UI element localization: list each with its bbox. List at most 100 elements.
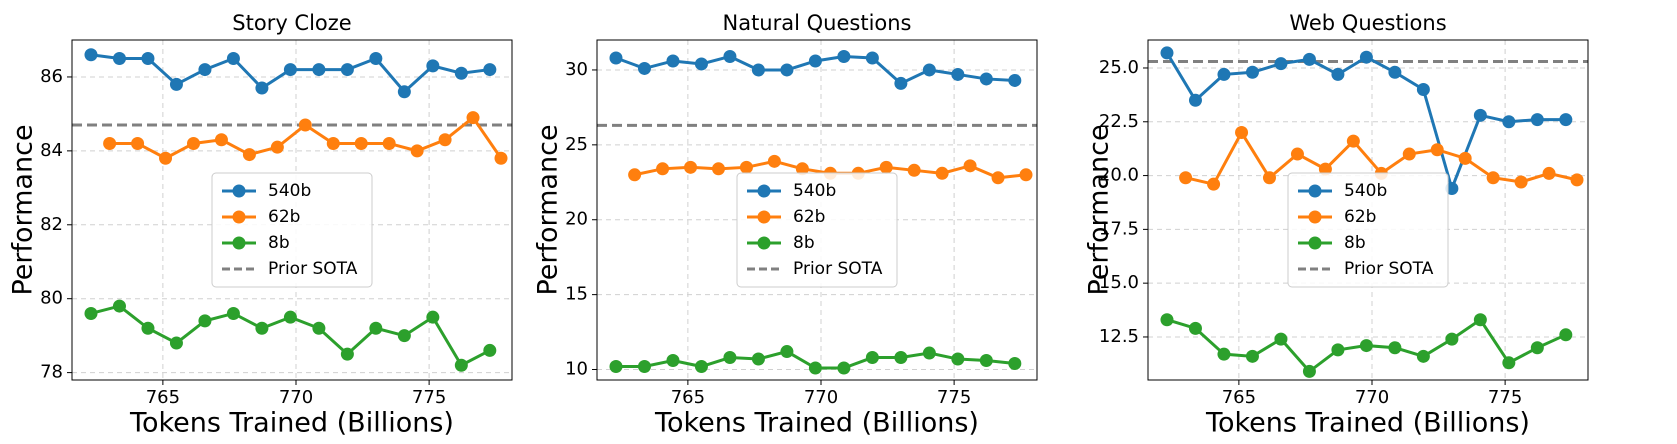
data-point <box>723 351 737 365</box>
data-point <box>1570 173 1584 187</box>
data-point <box>666 54 680 68</box>
data-point <box>226 306 240 320</box>
data-point <box>1207 177 1221 191</box>
data-point <box>907 163 921 177</box>
data-point <box>1445 181 1459 195</box>
data-point <box>410 144 424 158</box>
plot-frame <box>1147 39 1589 381</box>
data-point <box>879 160 893 174</box>
data-point <box>751 63 765 77</box>
y-axis-label: Performance <box>8 124 39 295</box>
data-point <box>894 76 908 90</box>
y-tick-label: 20.0 <box>1099 165 1139 186</box>
data-point <box>1008 357 1022 371</box>
data-point <box>226 51 240 65</box>
x-axis-label: Tokens Trained (Billions) <box>1205 408 1530 439</box>
data-point <box>1217 67 1231 81</box>
data-point <box>694 360 708 374</box>
data-point <box>103 136 117 150</box>
data-point <box>628 168 642 182</box>
y-tick-label: 78 <box>40 362 63 383</box>
data-point <box>494 151 508 165</box>
data-point <box>711 162 725 176</box>
panel: Story Cloze Tokens Trained (Billions) Perf… <box>8 11 513 439</box>
data-point <box>1188 93 1202 107</box>
data-point <box>1445 332 1459 346</box>
data-point <box>723 49 737 63</box>
legend-label: 8b <box>1344 233 1366 253</box>
data-point <box>255 81 269 95</box>
data-point <box>454 358 468 372</box>
data-point <box>1331 67 1345 81</box>
data-point <box>242 148 256 162</box>
legend-box <box>1287 172 1449 288</box>
x-axis-label: Tokens Trained (Billions) <box>654 408 979 439</box>
data-point <box>1331 343 1345 357</box>
data-point <box>340 347 354 361</box>
legend-marker <box>757 184 771 198</box>
data-point <box>426 310 440 324</box>
data-point <box>935 166 949 180</box>
x-tick-label: 765 <box>671 387 705 408</box>
data-point <box>270 140 284 154</box>
y-tick-label: 30 <box>565 59 588 80</box>
data-point <box>637 61 651 75</box>
data-point <box>1302 364 1316 378</box>
y-tick-label: 15.0 <box>1099 272 1139 293</box>
data-point <box>369 51 383 65</box>
legend-marker <box>757 236 771 250</box>
data-point <box>198 314 212 328</box>
plot-frame <box>596 39 1038 381</box>
legend-box <box>211 172 373 288</box>
data-point <box>963 159 977 173</box>
data-point <box>1530 341 1544 355</box>
data-point <box>1514 175 1528 189</box>
legend-label: Prior SOTA <box>268 259 358 279</box>
data-point <box>354 136 368 150</box>
data-point <box>169 336 183 350</box>
data-point <box>426 59 440 73</box>
data-point <box>1274 57 1288 71</box>
data-point <box>340 63 354 77</box>
legend-box <box>736 172 898 288</box>
data-point <box>865 51 879 65</box>
legend-label: 8b <box>793 233 815 253</box>
legend-label: 8b <box>268 233 290 253</box>
data-point <box>808 54 822 68</box>
data-point <box>656 162 670 176</box>
plot-frame <box>71 39 513 381</box>
x-tick-label: 770 <box>279 387 313 408</box>
data-point <box>951 352 965 366</box>
data-point <box>1274 332 1288 346</box>
data-point <box>466 111 480 125</box>
data-point <box>214 133 228 147</box>
data-point <box>1559 328 1573 342</box>
data-point <box>666 354 680 368</box>
data-point <box>780 63 794 77</box>
data-point <box>1502 356 1516 370</box>
chart-title: Story Cloze <box>232 11 351 35</box>
data-point <box>159 151 173 165</box>
data-point <box>837 361 851 375</box>
x-axis-label: Tokens Trained (Billions) <box>129 408 454 439</box>
data-point <box>483 343 497 357</box>
legend-marker <box>1308 236 1322 250</box>
legend-label: Prior SOTA <box>793 259 883 279</box>
data-point <box>979 72 993 86</box>
data-point <box>1416 349 1430 363</box>
data-point <box>1262 171 1276 185</box>
y-tick-label: 10 <box>565 359 588 380</box>
x-tick-label: 775 <box>937 387 971 408</box>
x-tick-label: 765 <box>1222 387 1256 408</box>
data-point <box>397 329 411 343</box>
data-point <box>894 351 908 365</box>
data-point <box>1188 321 1202 335</box>
chart-title: Web Questions <box>1289 11 1446 35</box>
y-tick-label: 25 <box>565 134 588 155</box>
y-tick-label: 25.0 <box>1099 57 1139 78</box>
data-point <box>141 51 155 65</box>
legend-marker <box>232 210 246 224</box>
data-point <box>808 361 822 375</box>
data-point <box>609 360 623 374</box>
x-tick-label: 775 <box>412 387 446 408</box>
